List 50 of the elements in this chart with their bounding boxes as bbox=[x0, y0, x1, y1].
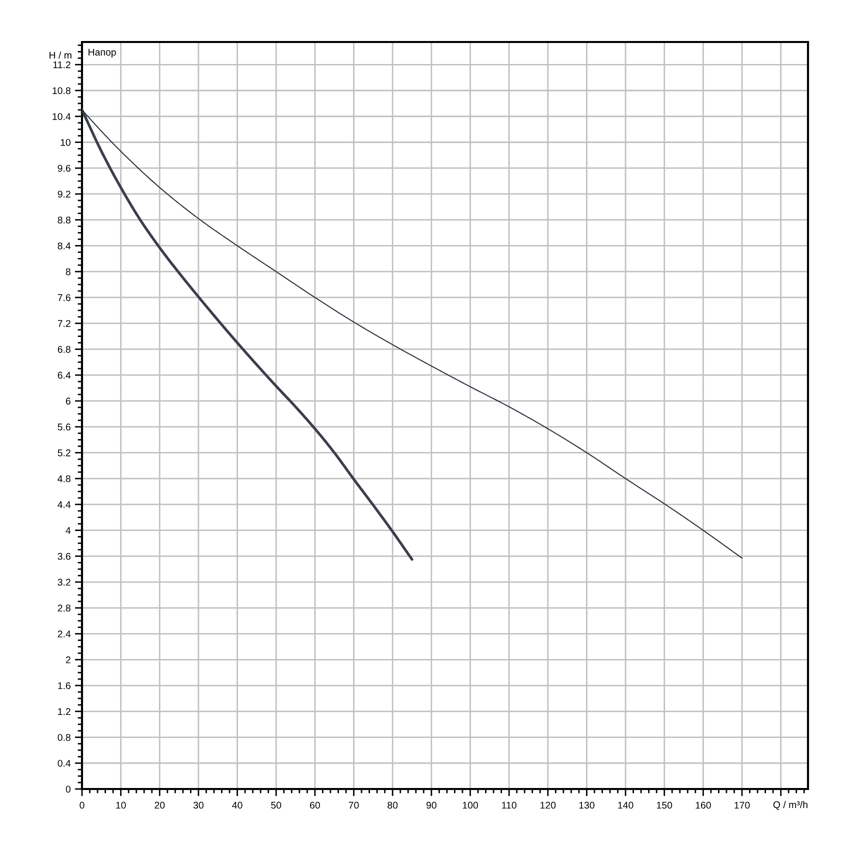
y-tick-label: 9.2 bbox=[58, 190, 70, 198]
y-tick-label: 0.8 bbox=[58, 734, 70, 741]
y-tick-label: 8 bbox=[66, 268, 70, 276]
x-tick-label: 80 bbox=[388, 802, 398, 809]
x-tick-label: 20 bbox=[154, 802, 165, 809]
y-tick-label: 2.4 bbox=[58, 630, 71, 638]
x-tick-label: 130 bbox=[579, 802, 594, 809]
x-tick-label: 120 bbox=[540, 802, 556, 809]
y-tick-label: 2.8 bbox=[58, 604, 70, 612]
y-axis-title: H / m bbox=[50, 51, 72, 59]
y-tick-label: 8.8 bbox=[58, 216, 70, 224]
y-tick-label: 7.2 bbox=[58, 320, 70, 327]
text: Напор bbox=[88, 48, 116, 58]
x-tick-label: 0 bbox=[80, 802, 84, 809]
x-tick-label: 60 bbox=[310, 802, 320, 809]
y-tick-label: 10.8 bbox=[52, 87, 70, 94]
y-tick-label: 4.4 bbox=[58, 501, 71, 508]
y-tick-label: 0 bbox=[66, 786, 71, 793]
y-tick-label: 8.4 bbox=[58, 242, 71, 250]
y-tick-label: 0.4 bbox=[58, 760, 71, 767]
x-tick-label: 70 bbox=[348, 802, 359, 809]
y-tick-label: 10.4 bbox=[52, 113, 71, 120]
y-tick-label: 4 bbox=[66, 527, 71, 534]
x-tick-label: 110 bbox=[502, 802, 516, 809]
y-tick-label: 10 bbox=[60, 138, 71, 146]
x-tick-label: 50 bbox=[271, 802, 282, 809]
x-tick-label: 100 bbox=[462, 802, 478, 809]
y-tick-label: 6.8 bbox=[58, 346, 70, 353]
y-tick-label: 11.2 bbox=[53, 61, 70, 68]
x-axis-title: Q / m³/h bbox=[773, 801, 808, 810]
x-tick-label: 40 bbox=[232, 802, 242, 809]
y-tick-label: 1.2 bbox=[58, 708, 70, 715]
x-tick-label: 160 bbox=[696, 802, 711, 809]
y-tick-label: 4.8 bbox=[58, 475, 70, 482]
x-tick-label: 30 bbox=[193, 802, 204, 809]
y-tick-label: 2 bbox=[66, 656, 70, 664]
y-tick-label: 3.6 bbox=[58, 552, 70, 560]
x-tick-label: 90 bbox=[426, 802, 436, 809]
x-tick-label: 10 bbox=[116, 802, 126, 809]
y-tick-label: 7.6 bbox=[58, 294, 70, 302]
x-tick-label: 170 bbox=[734, 802, 750, 809]
x-tick-label: 140 bbox=[618, 802, 634, 809]
y-tick-label: 9.6 bbox=[58, 164, 70, 172]
y-tick-label: 5.6 bbox=[58, 424, 70, 430]
y-tick-label: 6.4 bbox=[58, 372, 71, 379]
x-tick-label: 150 bbox=[656, 802, 672, 809]
y-tick-label: 1.6 bbox=[58, 682, 70, 690]
y-tick-label: 5.2 bbox=[58, 449, 70, 456]
y-tick-label: 3.2 bbox=[58, 578, 70, 586]
y-tick-label: 6 bbox=[66, 398, 70, 405]
